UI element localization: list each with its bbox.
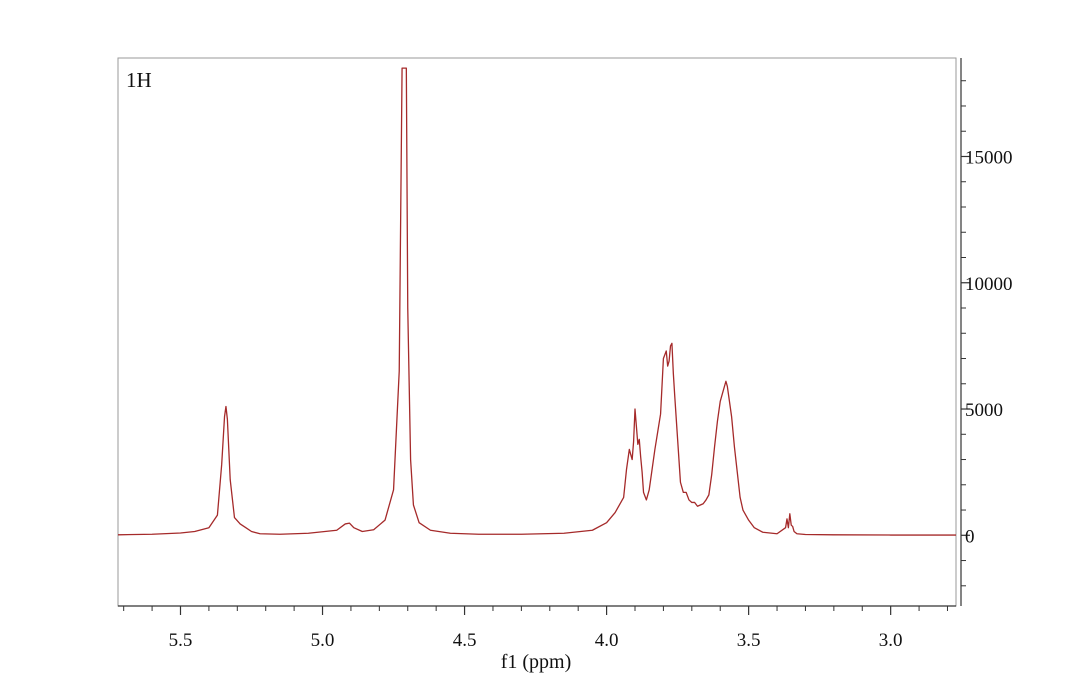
x-tick-label: 4.0 <box>595 630 619 651</box>
x-axis-ticks: 5.5 5.0 4.5 4.0 3.5 3.0 <box>123 606 948 651</box>
y-axis-ticks: 15000 10000 5000 0 <box>961 80 1013 587</box>
x-tick-label: 5.0 <box>311 630 335 651</box>
y-tick-label: 5000 <box>965 400 1003 421</box>
panel-label: 1H <box>126 68 152 92</box>
x-axis-title: f1 (ppm) <box>501 651 572 673</box>
x-tick-label: 3.0 <box>879 630 903 651</box>
x-tick-label: 4.5 <box>453 630 477 651</box>
y-tick-label: 10000 <box>965 274 1013 295</box>
spectrum-line-0 <box>117 67 956 536</box>
spectrum-series <box>117 67 956 536</box>
x-tick-label: 5.5 <box>169 630 193 651</box>
y-tick-label: 15000 <box>965 147 1013 168</box>
x-tick-label: 3.5 <box>737 630 761 651</box>
y-tick-label: 0 <box>965 526 975 547</box>
